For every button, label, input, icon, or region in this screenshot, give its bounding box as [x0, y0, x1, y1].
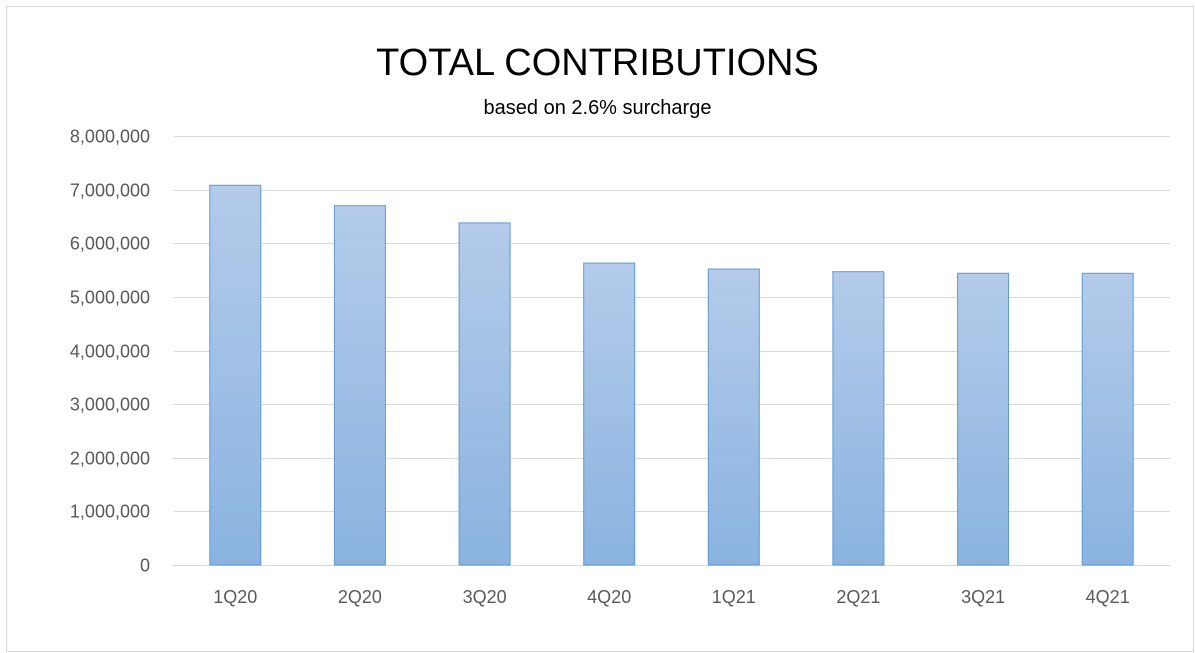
y-tick-label: 2,000,000 — [70, 449, 150, 469]
bar-3q21 — [957, 272, 1010, 566]
x-tick-label: 2Q20 — [338, 587, 382, 607]
x-tick-label: 2Q21 — [836, 587, 880, 607]
y-tick-label: 8,000,000 — [70, 127, 150, 147]
y-tick-label: 3,000,000 — [70, 395, 150, 415]
bar-4q21 — [1081, 272, 1134, 566]
bar-2q21 — [832, 271, 885, 566]
y-tick-label: 1,000,000 — [70, 502, 150, 522]
x-tick-label: 4Q21 — [1086, 587, 1130, 607]
x-tick-label: 1Q21 — [712, 587, 756, 607]
x-tick-label: 4Q20 — [587, 587, 631, 607]
x-tick-label: 3Q21 — [961, 587, 1005, 607]
x-tick-label: 3Q20 — [463, 587, 507, 607]
gridlines — [173, 136, 1170, 566]
y-tick-label: 7,000,000 — [70, 181, 150, 201]
y-tick-label: 0 — [140, 556, 150, 576]
bar-2q20 — [333, 205, 386, 566]
y-tick-label: 4,000,000 — [70, 342, 150, 362]
bar-1q21 — [707, 268, 760, 566]
chart-subtitle: based on 2.6% surcharge — [483, 97, 712, 119]
x-tick-label: 1Q20 — [213, 587, 257, 607]
y-tick-label: 5,000,000 — [70, 288, 150, 308]
chart-title: TOTAL CONTRIBUTIONS — [376, 42, 819, 84]
bar-3q20 — [458, 222, 511, 566]
bars — [209, 184, 1134, 566]
bar-1q20 — [209, 184, 262, 566]
bar-4q20 — [583, 262, 636, 566]
y-axis-tick-labels: 0 1,000,000 2,000,000 3,000,000 4,000,000 5,0… — [70, 127, 150, 576]
x-axis-tick-labels: 1Q20 2Q20 3Q20 4Q20 1Q21 2Q21 3Q21 4Q21 — [213, 587, 1129, 607]
y-tick-label: 6,000,000 — [70, 234, 150, 254]
